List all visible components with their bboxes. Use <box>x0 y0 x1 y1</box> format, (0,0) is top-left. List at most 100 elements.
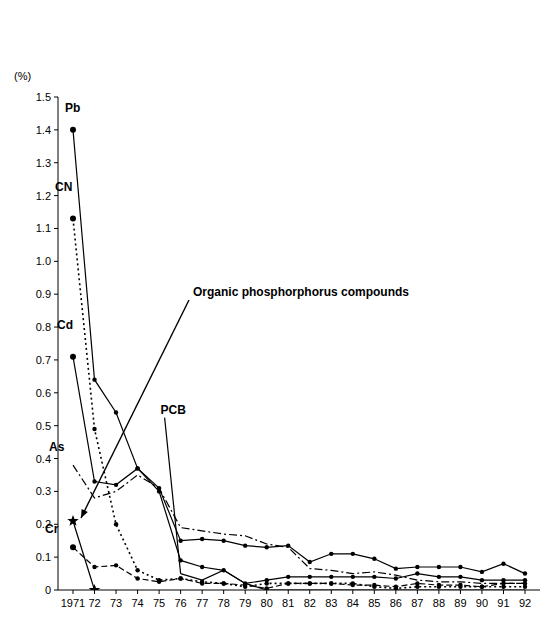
x-tick <box>438 590 439 594</box>
point <box>417 589 418 590</box>
y-tick-label: 0.3 <box>36 485 51 497</box>
chart: 00.10.20.30.40.50.60.70.80.91.01.11.21.3… <box>0 0 559 629</box>
y-tick-label: 1.5 <box>36 91 51 103</box>
x-tick-label: 89 <box>454 597 466 609</box>
point <box>223 534 224 535</box>
point <box>372 557 376 561</box>
point <box>114 410 118 414</box>
point <box>308 560 312 564</box>
point <box>481 583 482 584</box>
x-tick-label: 76 <box>174 597 186 609</box>
point <box>137 474 138 475</box>
point <box>480 585 484 589</box>
x-tick <box>374 590 375 594</box>
point <box>438 589 439 590</box>
point <box>331 589 332 590</box>
point <box>92 479 96 483</box>
point <box>288 547 289 548</box>
x-tick-label: 80 <box>261 597 273 609</box>
point <box>223 570 224 571</box>
point <box>417 580 418 581</box>
y-tick-label: 0.4 <box>36 453 51 465</box>
x-tick-label: 78 <box>218 597 230 609</box>
y-tick-label: 0.8 <box>36 321 51 333</box>
y-tick-label: 0.7 <box>36 354 51 366</box>
point <box>286 581 290 585</box>
point <box>309 568 310 569</box>
x-tick <box>202 590 203 594</box>
point <box>265 578 269 582</box>
series-line <box>73 465 525 583</box>
arrow-head <box>81 509 88 518</box>
point <box>178 576 182 580</box>
series-label: As <box>49 440 65 454</box>
point <box>352 589 353 590</box>
series-label: Pb <box>65 101 80 115</box>
y-tick-label: 1.1 <box>36 222 51 234</box>
x-tick <box>73 590 74 594</box>
x-tick-label: 82 <box>304 597 316 609</box>
y-tick-label: 1.2 <box>36 190 51 202</box>
point <box>288 589 289 590</box>
series-line <box>73 130 525 574</box>
point <box>72 465 73 466</box>
y-tick <box>54 458 58 459</box>
point <box>67 515 78 526</box>
point <box>92 377 96 381</box>
point <box>415 571 419 575</box>
point <box>329 552 333 556</box>
y-tick <box>54 162 58 163</box>
point <box>329 581 333 585</box>
point <box>458 583 462 587</box>
y-tick <box>54 228 58 229</box>
point <box>200 537 204 541</box>
point <box>265 545 269 549</box>
point <box>458 575 462 579</box>
point <box>351 575 355 579</box>
point <box>480 578 484 582</box>
y-axis-label: (%) <box>14 70 31 82</box>
series-line <box>73 357 525 584</box>
point <box>202 530 203 531</box>
x-tick-label: 86 <box>390 597 402 609</box>
point <box>415 581 419 585</box>
point <box>70 544 76 550</box>
point <box>70 216 76 222</box>
point <box>89 584 100 590</box>
x-tick <box>503 590 504 594</box>
point <box>329 581 333 585</box>
point <box>437 565 441 569</box>
x-tick <box>94 590 95 594</box>
point <box>480 570 484 574</box>
point <box>308 575 312 579</box>
series-labels: PbCNCdAsCrPCBOrganic phosphorphorus comp… <box>45 101 409 574</box>
leader-line <box>165 418 181 574</box>
series-line <box>181 570 525 590</box>
x-tick-label: 92 <box>519 597 531 609</box>
y-axis <box>58 97 59 590</box>
y-tick <box>54 129 58 130</box>
point <box>135 568 139 572</box>
x-tick-label: 85 <box>368 597 380 609</box>
y-tick <box>54 195 58 196</box>
point <box>135 466 139 470</box>
y-tick <box>54 557 58 558</box>
x-tick <box>223 590 224 594</box>
point <box>114 522 118 526</box>
point <box>372 583 376 587</box>
point <box>221 581 225 585</box>
point <box>221 581 225 585</box>
point <box>202 580 203 581</box>
point <box>372 575 376 579</box>
point <box>351 583 355 587</box>
arrow-line <box>81 300 189 518</box>
x-tick <box>180 590 181 594</box>
point <box>309 589 310 590</box>
y-tick-label: 0.9 <box>36 288 51 300</box>
x-tick <box>481 590 482 594</box>
point <box>394 576 398 580</box>
point <box>221 539 225 543</box>
x-tick <box>395 590 396 594</box>
point <box>395 589 396 590</box>
point <box>159 488 160 489</box>
